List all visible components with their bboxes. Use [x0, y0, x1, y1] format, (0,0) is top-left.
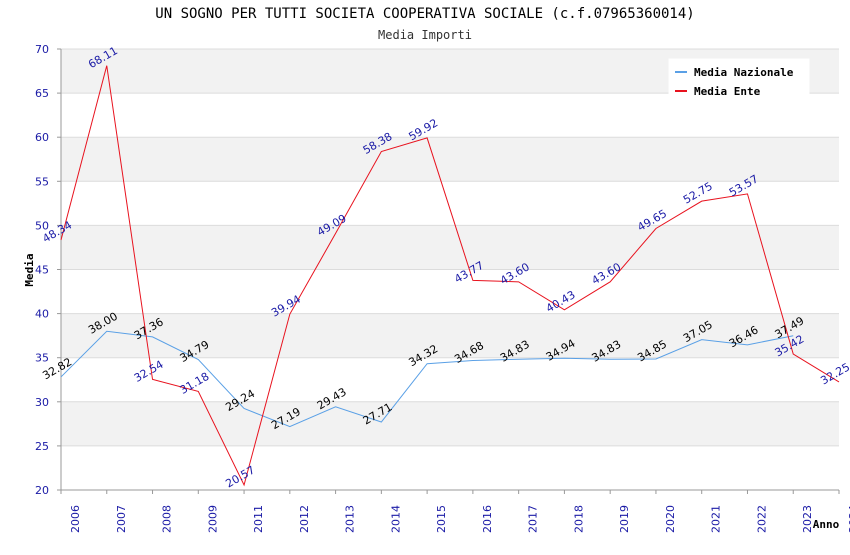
- x-tick-label: 2013: [344, 505, 357, 533]
- legend-label: Media Ente: [694, 85, 761, 98]
- y-tick-label: 50: [35, 219, 49, 232]
- x-tick-label: 2015: [435, 505, 448, 533]
- x-axis-label: Anno: [813, 518, 840, 531]
- background-bands: [61, 49, 839, 490]
- x-tick-label: 2016: [481, 505, 494, 533]
- x-axis-ticks: 2006 2007 2008 2009 2011 2012 2013 2014 2015 2016…: [69, 505, 850, 533]
- y-axis-label: Media: [23, 253, 36, 286]
- legend: Media Nazionale Media Ente: [668, 58, 810, 100]
- y-tick-label: 30: [35, 396, 49, 409]
- legend-box: [668, 58, 810, 100]
- series-lines: [60, 65, 840, 487]
- grid-band: [61, 137, 839, 182]
- x-tick-label: 2007: [115, 505, 128, 533]
- y-tick-label: 40: [35, 308, 49, 321]
- x-tick-label: 2022: [755, 505, 768, 533]
- y-tick-label: 70: [35, 43, 49, 56]
- y-axis-ticks: 20 25 30 35 40 45 50 55 60 65 70: [35, 43, 49, 497]
- x-tick-label: 2018: [572, 505, 585, 533]
- x-tick-label: 2009: [206, 505, 219, 533]
- x-tick-label: 2023: [801, 505, 814, 533]
- grid-band: [61, 401, 839, 446]
- y-tick-label: 35: [35, 352, 49, 365]
- y-tick-label: 25: [35, 440, 49, 453]
- x-tick-label: 2008: [161, 505, 174, 533]
- y-tick-label: 45: [35, 264, 49, 277]
- x-tick-label: 2017: [527, 505, 540, 533]
- grid-band: [61, 225, 839, 270]
- x-tick-label: 2006: [69, 505, 82, 533]
- y-tick-label: 20: [35, 484, 49, 497]
- axes: [57, 48, 840, 494]
- series-line-media-ente: [60, 65, 840, 487]
- legend-label: Media Nazionale: [694, 66, 794, 79]
- chart-subtitle: Media Importi: [378, 28, 472, 42]
- y-tick-label: 65: [35, 87, 49, 100]
- grid-band: [61, 313, 839, 358]
- y-tick-label: 60: [35, 131, 49, 144]
- x-tick-label: 2024: [847, 505, 850, 533]
- x-tick-label: 2011: [252, 505, 265, 533]
- grid-band: [61, 181, 839, 226]
- grid-band: [61, 445, 839, 490]
- x-tick-label: 2020: [664, 505, 677, 533]
- series-line-media-nazionale: [60, 330, 794, 428]
- x-tick-label: 2021: [710, 505, 723, 533]
- grid-band: [61, 93, 839, 138]
- x-tick-label: 2019: [618, 505, 631, 533]
- x-tick-label: 2014: [389, 505, 402, 533]
- grid-band: [61, 269, 839, 314]
- chart-title: UN SOGNO PER TUTTI SOCIETA COOPERATIVA S…: [155, 6, 694, 22]
- grid-band: [61, 357, 839, 402]
- y-tick-label: 55: [35, 175, 49, 188]
- x-tick-label: 2012: [298, 505, 311, 533]
